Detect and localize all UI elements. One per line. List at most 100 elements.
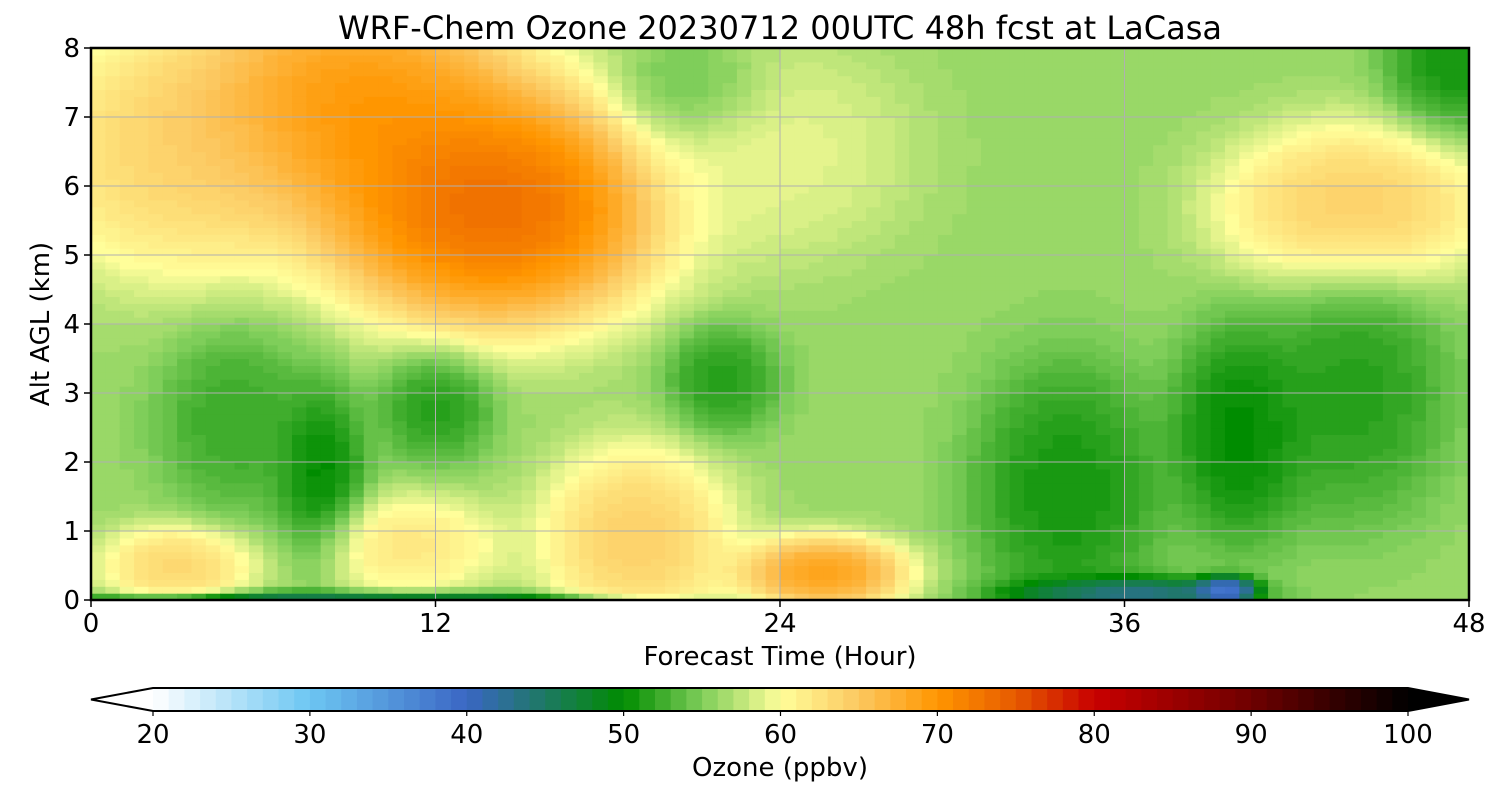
colorbar-segment — [1219, 688, 1236, 711]
colorbar-segment — [1031, 688, 1048, 711]
colorbar-segment — [1094, 688, 1111, 711]
y-tick-label: 8 — [63, 34, 80, 64]
colorbar-segment — [278, 688, 295, 711]
colorbar-segment — [498, 688, 515, 711]
colorbar-segment — [309, 688, 327, 711]
x-axis: 0 12 24 36 48 — [83, 600, 1486, 639]
colorbar-extend-high — [1408, 688, 1469, 711]
y-axis: 0 1 2 3 4 5 6 7 8 — [63, 34, 91, 616]
colorbar-segment — [184, 688, 201, 711]
colorbar-segment — [545, 688, 562, 711]
colorbar-extend-low — [91, 688, 153, 711]
colorbar-tick-label: 70 — [921, 720, 954, 750]
colorbar-segment — [717, 688, 734, 711]
colorbar-tick-label: 20 — [136, 720, 169, 750]
colorbar-segment — [1141, 688, 1158, 711]
colorbar-segment — [1298, 688, 1315, 711]
colorbar-segment — [811, 688, 829, 711]
colorbar-label: Ozone (ppbv) — [692, 753, 868, 783]
x-tick-label: 12 — [419, 609, 452, 639]
colorbar-segment — [1078, 688, 1095, 711]
colorbar-tick-label: 100 — [1383, 720, 1433, 750]
colorbar-segment — [153, 688, 170, 711]
colorbar-segment — [702, 688, 719, 711]
colorbar-tick-label: 40 — [450, 720, 483, 750]
colorbar-segment — [1266, 688, 1283, 711]
colorbar-segment — [764, 688, 781, 711]
colorbar-segment — [906, 688, 923, 711]
colorbar-segment — [215, 688, 232, 711]
x-tick-label: 24 — [763, 609, 796, 639]
ozone-field — [91, 48, 1469, 600]
colorbar-segment — [404, 688, 421, 711]
colorbar-segment — [560, 688, 578, 711]
colorbar-segment — [466, 688, 483, 711]
colorbar-segment — [1015, 688, 1032, 711]
colorbar-segment — [607, 688, 625, 711]
colorbar-segment — [623, 688, 640, 711]
colorbar-segment — [1188, 688, 1205, 711]
colorbar-segment — [1376, 688, 1393, 711]
colorbar-tick-label: 60 — [764, 720, 797, 750]
colorbar-segment — [1313, 688, 1331, 711]
y-tick-label: 3 — [63, 379, 80, 409]
x-axis-label: Forecast Time (Hour) — [643, 642, 916, 672]
colorbar-segment — [1062, 688, 1080, 711]
colorbar-segment — [1392, 688, 1409, 711]
colorbar-segment — [796, 688, 813, 711]
y-tick-label: 1 — [63, 517, 80, 547]
colorbar-segment — [843, 688, 860, 711]
colorbar-segment — [262, 688, 279, 711]
y-tick-label: 2 — [63, 448, 80, 478]
y-tick-label: 0 — [63, 586, 80, 616]
colorbar-tick-label: 30 — [293, 720, 326, 750]
y-tick-label: 5 — [63, 241, 80, 271]
colorbar-segment — [294, 688, 311, 711]
chart-title: WRF-Chem Ozone 20230712 00UTC 48h fcst a… — [338, 9, 1222, 47]
colorbar-segment — [1345, 688, 1362, 711]
colorbar-segment — [419, 688, 436, 711]
colorbar-segment — [921, 688, 938, 711]
colorbar-segment — [670, 688, 687, 711]
colorbar-segment — [1000, 688, 1017, 711]
colorbar-segment — [341, 688, 358, 711]
colorbar-segment — [1047, 688, 1064, 711]
colorbar-segment — [356, 688, 374, 711]
y-tick-label: 6 — [63, 172, 80, 202]
colorbar-segment — [451, 688, 468, 711]
colorbar: 20 30 40 50 60 70 80 90 100 — [90, 687, 1470, 750]
colorbar-segment — [984, 688, 1001, 711]
colorbar-tick-label: 50 — [607, 720, 640, 750]
x-tick-label: 0 — [83, 609, 100, 639]
colorbar-segment — [592, 688, 609, 711]
colorbar-segment — [953, 688, 970, 711]
colorbar-segment — [231, 688, 248, 711]
colorbar-tick-label: 80 — [1078, 720, 1111, 750]
colorbar-segment — [1172, 688, 1189, 711]
colorbar-segment — [576, 688, 593, 711]
colorbar-segment — [1251, 688, 1268, 711]
colorbar-segment — [1282, 688, 1299, 711]
colorbar-segment — [1235, 688, 1252, 711]
colorbar-segment — [827, 688, 844, 711]
y-axis-label: Alt AGL (km) — [26, 242, 56, 406]
colorbar-segment — [780, 688, 797, 711]
x-tick-label: 36 — [1108, 609, 1141, 639]
colorbar-segment — [1157, 688, 1174, 711]
colorbar-tick-label: 90 — [1235, 720, 1268, 750]
colorbar-segment — [200, 688, 217, 711]
colorbar-segment — [372, 688, 389, 711]
y-tick-label: 7 — [63, 103, 80, 133]
colorbar-segment — [168, 688, 185, 711]
colorbar-segment — [1329, 688, 1346, 711]
colorbar-segment — [388, 688, 405, 711]
colorbar-segment — [733, 688, 750, 711]
y-tick-label: 4 — [63, 310, 80, 340]
colorbar-segment — [937, 688, 954, 711]
colorbar-segment — [655, 688, 672, 711]
colorbar-segment — [749, 688, 766, 711]
colorbar-segment — [1125, 688, 1142, 711]
colorbar-segment — [1109, 688, 1127, 711]
colorbar-segment — [686, 688, 703, 711]
